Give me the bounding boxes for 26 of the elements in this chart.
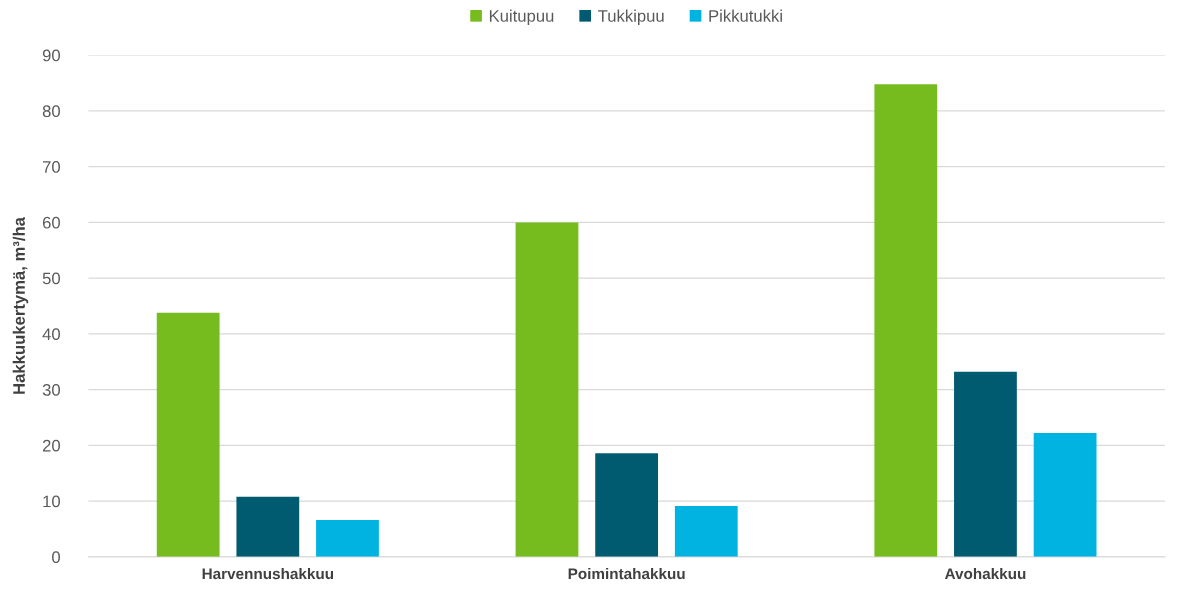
x-tick-label: Avohakkuu: [944, 567, 1026, 580]
bar: [954, 371, 1017, 557]
y-tick-label: 30: [42, 384, 60, 396]
y-axis-title: Hakkuukertymä, m³/ha: [12, 216, 29, 394]
legend-label: Pikkutukki: [709, 9, 782, 22]
bar: [674, 506, 738, 557]
y-tick-label: 80: [42, 105, 60, 118]
bar: [515, 222, 579, 557]
y-tick-label: 60: [42, 216, 60, 229]
bar: [595, 453, 659, 557]
x-tick-label: Harvennushakkuu: [202, 567, 334, 580]
x-tick-label: Poimintahakkuu: [568, 567, 685, 580]
bar: [316, 520, 379, 557]
y-tick-label: 70: [42, 161, 60, 173]
bar: [874, 84, 938, 557]
bar: [156, 312, 220, 557]
legend-label: Kuitupuu: [489, 9, 554, 26]
y-tick-label: 90: [42, 49, 60, 62]
legend-label: Tukkipuu: [598, 9, 664, 26]
bar: [236, 496, 300, 557]
bar: [1033, 433, 1097, 557]
y-tick-label: 40: [42, 328, 60, 341]
y-tick-label: 20: [42, 439, 60, 452]
y-tick-label: 10: [43, 495, 60, 508]
y-tick-label: 0: [52, 551, 60, 564]
y-tick-label: 50: [42, 272, 60, 285]
